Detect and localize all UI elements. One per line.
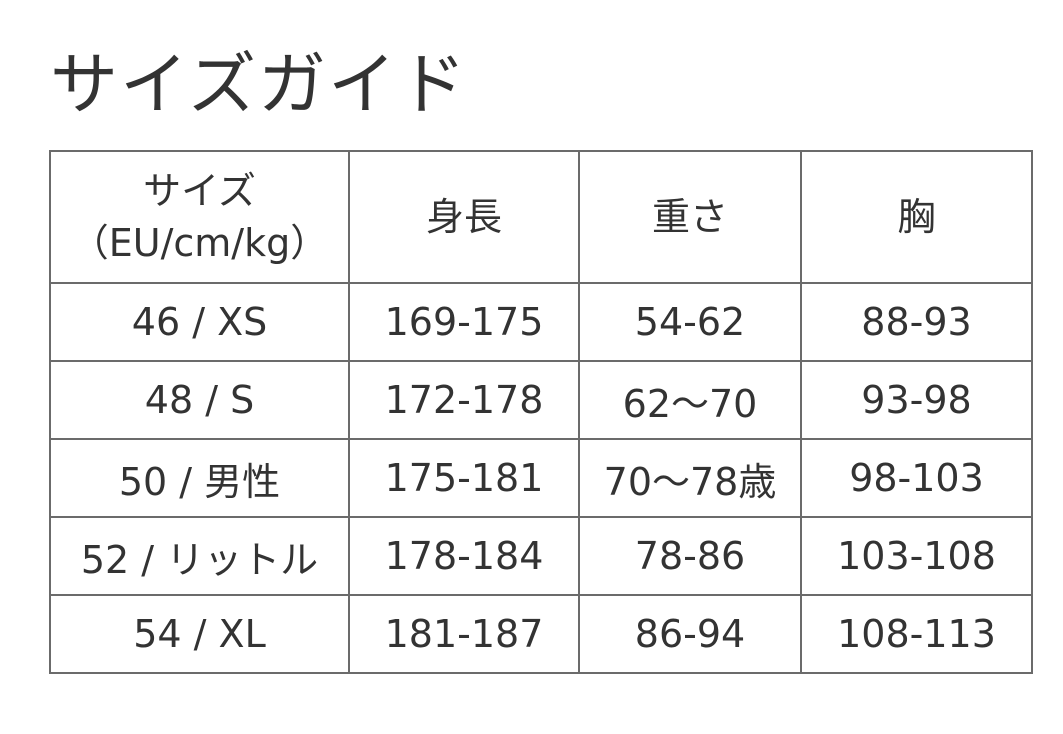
cell-size: 50 / 男性: [49, 438, 350, 518]
header-size-units: （EU/cm/kg）: [70, 221, 329, 265]
cell-chest: 103-108: [800, 516, 1033, 596]
cell-height: 172-178: [348, 360, 580, 440]
cell-size: 46 / XS: [49, 282, 350, 362]
header-height: 身長: [348, 150, 580, 284]
table-row: 54 / XL 181-187 86-94 108-113: [49, 594, 1033, 674]
header-size: サイズ （EU/cm/kg）: [49, 150, 350, 284]
header-chest: 胸: [800, 150, 1033, 284]
cell-height: 175-181: [348, 438, 580, 518]
size-guide-table: サイズ （EU/cm/kg） 身長 重さ 胸 46 / XS 169-175 54-6…: [49, 150, 1033, 674]
cell-size: 54 / XL: [49, 594, 350, 674]
table-row: 46 / XS 169-175 54-62 88-93: [49, 282, 1033, 362]
cell-height: 181-187: [348, 594, 580, 674]
cell-weight: 86-94: [578, 594, 802, 674]
cell-chest: 98-103: [800, 438, 1033, 518]
table-header-row: サイズ （EU/cm/kg） 身長 重さ 胸: [49, 150, 1033, 284]
cell-height: 178-184: [348, 516, 580, 596]
cell-weight: 78-86: [578, 516, 802, 596]
header-weight: 重さ: [578, 150, 802, 284]
cell-size: 48 / S: [49, 360, 350, 440]
cell-size: 52 / リットル: [49, 516, 350, 596]
table-row: 52 / リットル 178-184 78-86 103-108: [49, 516, 1033, 596]
table-row: 48 / S 172-178 62〜70 93-98: [49, 360, 1033, 440]
cell-chest: 88-93: [800, 282, 1033, 362]
cell-chest: 108-113: [800, 594, 1033, 674]
page-title: サイズガイド: [50, 46, 468, 125]
cell-chest: 93-98: [800, 360, 1033, 440]
header-size-label: サイズ: [143, 169, 256, 213]
table-row: 50 / 男性 175-181 70〜78歳 98-103: [49, 438, 1033, 518]
cell-weight: 54-62: [578, 282, 802, 362]
cell-weight: 70〜78歳: [578, 438, 802, 518]
cell-height: 169-175: [348, 282, 580, 362]
cell-weight: 62〜70: [578, 360, 802, 440]
